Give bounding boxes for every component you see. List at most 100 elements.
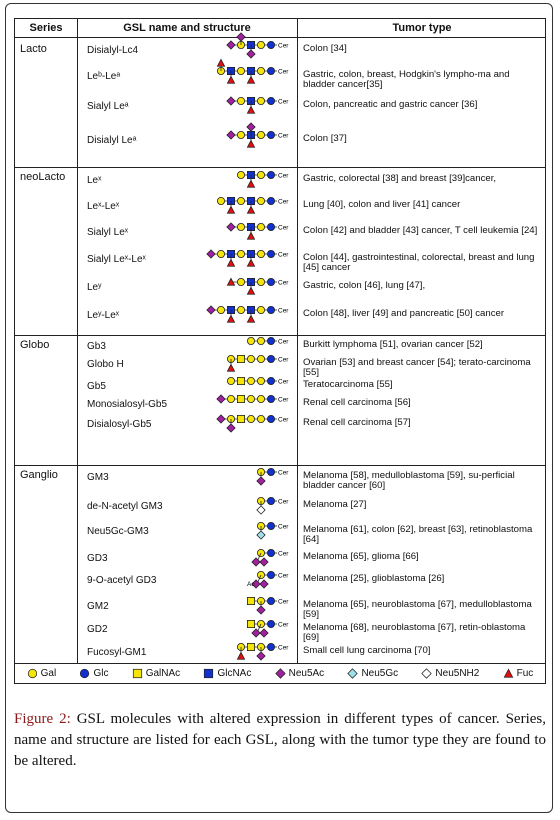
gsl-structure: Cer <box>226 96 289 114</box>
tumor-type: Melanoma [68], neuroblastoma [67], retin… <box>303 622 526 644</box>
tumor-type: Lung [40], colon and liver [41] cancer <box>303 199 461 210</box>
gsl-name: GD3 <box>87 553 108 564</box>
column-divider-2 <box>297 19 298 663</box>
gal-icon <box>257 131 266 139</box>
ceramide-label: Cer <box>278 397 289 404</box>
glc-icon <box>267 41 276 49</box>
gal-icon <box>257 197 266 205</box>
legend-label: GlcNAc <box>217 668 252 679</box>
galnac-icon <box>237 355 246 363</box>
glc-icon <box>267 67 276 75</box>
ceramide-label: Cer <box>278 470 289 477</box>
ceramide-label: Cer <box>278 225 289 232</box>
gsl-structure: Cer <box>236 643 289 661</box>
gal-icon <box>247 377 256 385</box>
gal-icon <box>237 131 246 139</box>
tumor-type: Small cell lung carcinoma [70] <box>303 645 431 656</box>
gsl-structure: Ac Cer <box>247 571 289 589</box>
gsl-structure: Cer <box>227 377 289 386</box>
tumor-type: Melanoma [25], glioblastoma [26] <box>303 573 445 584</box>
galnac-icon <box>247 643 256 651</box>
gsl-name: Sialyl Leˣ <box>87 227 129 238</box>
glc-icon <box>267 549 276 557</box>
fuc-icon <box>246 179 256 188</box>
gsl-structure: Cer <box>226 277 289 295</box>
ceramide-label: Cer <box>278 379 289 386</box>
ceramide-label: Cer <box>278 622 289 629</box>
gsl-structure: Cer <box>256 497 289 515</box>
neu5ac-icon <box>259 579 269 589</box>
gal-icon <box>237 306 246 314</box>
header-divider <box>15 37 545 38</box>
fuc-icon <box>503 668 513 678</box>
tumor-type: Gastric, colon, breast, Hodgkin's lympho… <box>303 69 510 91</box>
galnac-icon <box>132 668 142 679</box>
legend-item-neu5ac: Neu5Ac <box>274 668 324 679</box>
legend-label: GalNAc <box>145 668 181 679</box>
fuc-icon <box>246 258 256 267</box>
gsl-structure: Cer <box>226 32 289 59</box>
gal-icon <box>237 97 246 105</box>
tumor-type: Colon [44], gastrointestinal, colorectal… <box>303 252 535 274</box>
galnac-icon <box>237 415 246 423</box>
tumor-type: Melanoma [61], colon [62], breast [63], … <box>303 524 533 546</box>
gal-icon <box>237 67 246 75</box>
gsl-name: Neu5Gc-GM3 <box>87 526 149 537</box>
glc-icon <box>267 171 276 179</box>
neu5gc-icon <box>256 530 266 540</box>
gal-icon <box>257 415 266 423</box>
header-series: Series <box>29 22 63 34</box>
fuc-icon <box>226 258 236 267</box>
neu5ac-icon <box>236 32 246 42</box>
group-divider <box>15 465 545 466</box>
tumor-type: Melanoma [65], neuroblastoma [67], medul… <box>303 599 532 621</box>
gsl-name: Globo H <box>87 359 124 370</box>
legend-item-galnac: GalNAc <box>132 668 180 679</box>
neu5ac-icon <box>216 414 226 424</box>
glc-icon <box>267 597 276 605</box>
column-divider-1 <box>77 19 78 663</box>
gsl-structure: Cer <box>206 249 289 267</box>
gal-icon <box>227 395 236 403</box>
series-label: neoLacto <box>20 171 66 183</box>
neu5ac-icon <box>226 96 236 106</box>
neu5ac-icon <box>256 605 266 615</box>
ceramide-label: Cer <box>278 173 289 180</box>
gsl-structure: Cer <box>206 305 289 323</box>
fuc-icon <box>226 205 236 214</box>
gsl-structure: Cer <box>247 337 289 346</box>
fuc-icon <box>246 105 256 114</box>
fuc-icon <box>226 277 236 286</box>
fuc-icon <box>246 139 256 148</box>
legend-item-neu5nh2: Neu5NH2 <box>421 668 479 679</box>
neu5ac-icon <box>251 579 261 589</box>
ceramide-label: Cer <box>278 99 289 106</box>
neu5ac-icon <box>226 423 236 433</box>
ceramide-label: Cer <box>278 308 289 315</box>
glc-icon <box>267 620 276 628</box>
glc-icon <box>267 197 276 205</box>
tumor-type: Colon [34] <box>303 43 347 54</box>
neu5ac-icon <box>259 557 269 567</box>
gsl-structure: Cer <box>256 468 289 486</box>
gsl-name: GD2 <box>87 624 108 635</box>
gsl-structure: Cer <box>216 394 289 404</box>
gal-icon <box>257 97 266 105</box>
legend-item-glc: Glc <box>79 668 108 679</box>
ceramide-label: Cer <box>278 43 289 50</box>
glc-icon <box>267 415 276 423</box>
legend-item-glcnac: GlcNAc <box>203 668 251 679</box>
gsl-name: 9-O-acetyl GD3 <box>87 575 157 586</box>
gal-icon <box>257 250 266 258</box>
gsl-structure: Cer <box>247 620 289 638</box>
tumor-type: Colon [37] <box>303 133 347 144</box>
neu5ac-icon <box>226 130 236 140</box>
gal-icon <box>237 278 246 286</box>
gal-icon <box>257 41 266 49</box>
glc-icon <box>267 306 276 314</box>
neu5ac-icon <box>251 557 261 567</box>
gsl-structure: Cer <box>216 414 289 433</box>
galnac-icon <box>247 620 256 628</box>
galnac-icon <box>247 597 256 605</box>
fuc-icon <box>226 363 236 372</box>
